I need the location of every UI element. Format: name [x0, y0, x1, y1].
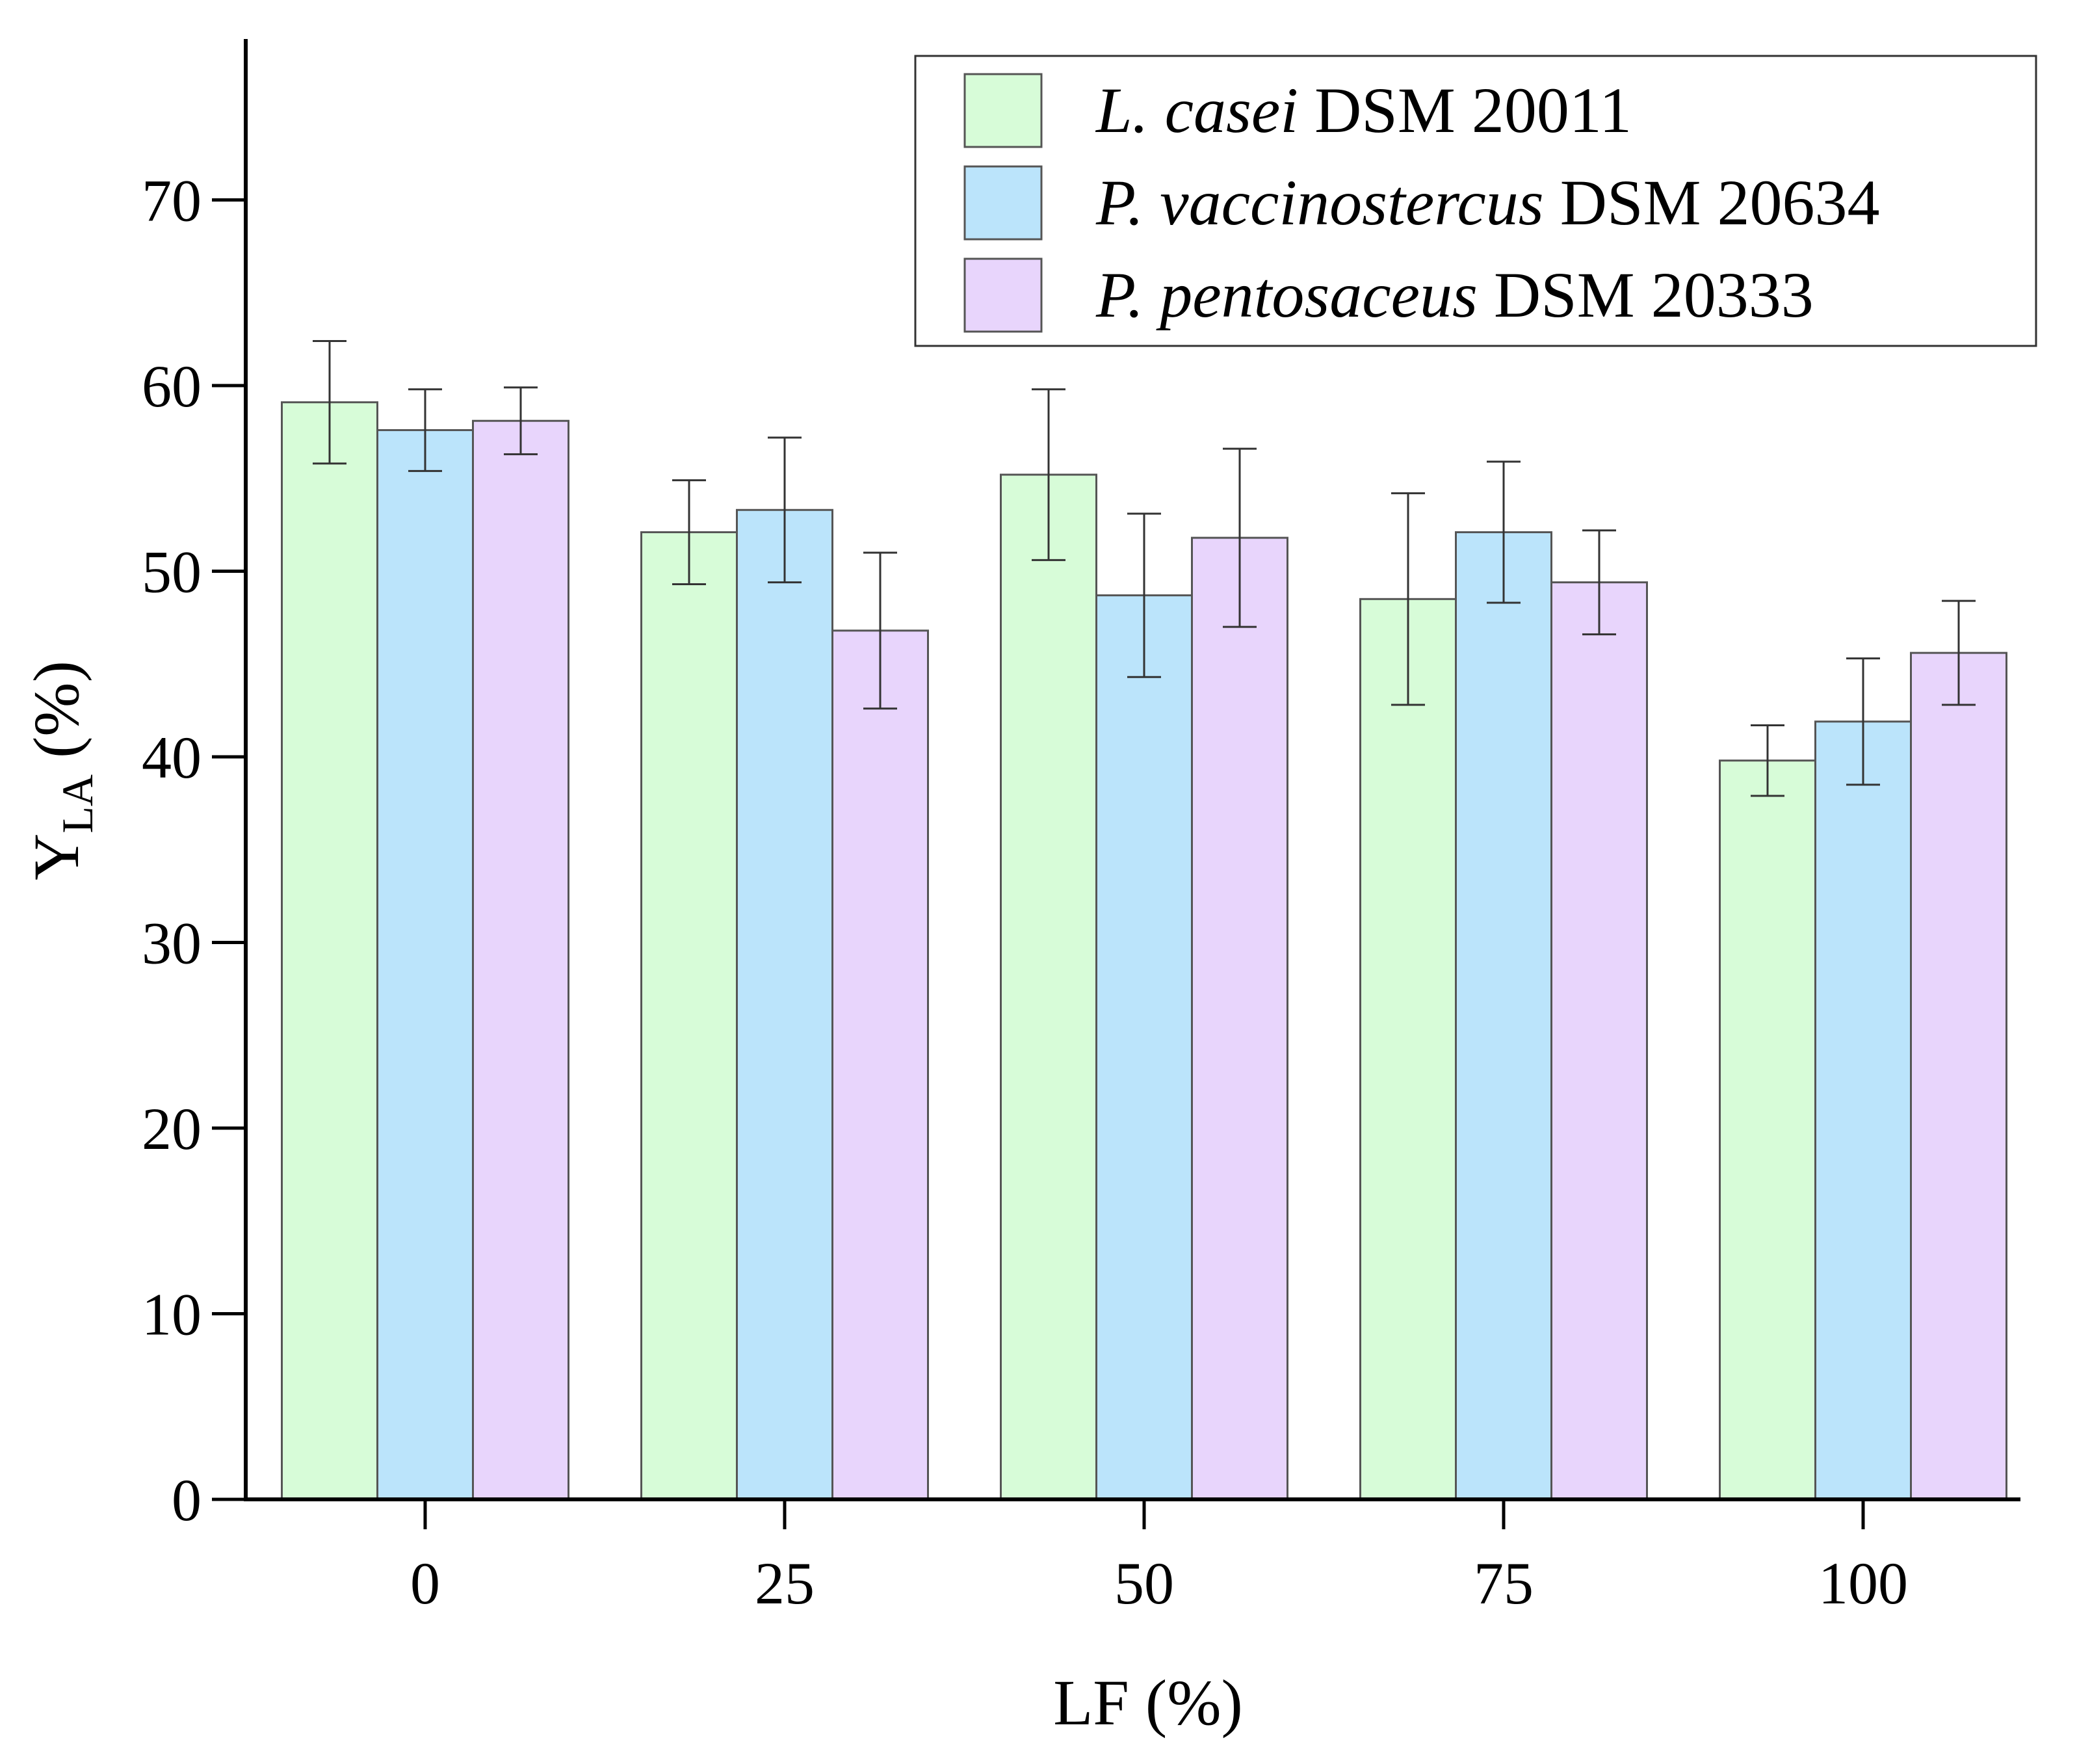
legend-label-0-rest: DSM 20011: [1298, 74, 1632, 146]
error-bar-s0-0: [313, 339, 346, 465]
bar-s2-25: [831, 629, 929, 1501]
y-tick-label-20: 20: [142, 1096, 202, 1162]
legend-label-1: P. vaccinostercus DSM 20634: [1095, 166, 1879, 239]
legend-label-0-italic: L. casei: [1095, 74, 1298, 146]
x-tick-label-50: 50: [1114, 1550, 1174, 1616]
bar-s2-75: [1550, 581, 1648, 1501]
bar-s1-100: [1814, 720, 1912, 1501]
y-axis-title-main: Y: [20, 834, 92, 880]
y-tick-label-0: 0: [172, 1467, 202, 1533]
y-axis-title: YLA (%): [20, 661, 102, 880]
x-tick-label-100: 100: [1818, 1550, 1908, 1616]
y-tick-label-60: 60: [142, 353, 202, 419]
bar-s1-50: [1095, 594, 1193, 1501]
error-bar-s0-75: [1391, 492, 1425, 706]
legend-swatch-1: [963, 165, 1043, 241]
error-bar-s0-50: [1032, 388, 1065, 561]
legend-label-2-italic: P. pentosaceus: [1095, 259, 1478, 331]
error-bar-s1-75: [1487, 460, 1521, 604]
ticks-layer: 0 10 20 30 40 50 60 70 0 25 50 75 100: [142, 168, 1908, 1617]
error-bars-layer: [313, 339, 1976, 797]
error-bar-s0-25: [672, 479, 706, 585]
legend-swatch-2: [963, 257, 1043, 333]
legend-swatch-0: [963, 73, 1043, 148]
legend-box: [914, 55, 2037, 347]
x-axis-title: LF (%): [1053, 1666, 1243, 1739]
x-tick-label-25: 25: [755, 1550, 815, 1616]
y-tick-label-10: 10: [142, 1282, 202, 1348]
bar-s1-75: [1455, 531, 1552, 1501]
error-bar-s1-0: [408, 388, 442, 472]
legend-label-2-rest: DSM 20333: [1478, 259, 1814, 331]
legend-label-1-italic: P. vaccinostercus: [1095, 166, 1544, 239]
x-tick-label-0: 0: [410, 1550, 440, 1616]
error-bar-s2-75: [1582, 529, 1616, 636]
error-bar-s2-50: [1223, 447, 1257, 628]
error-bar-s0-100: [1751, 724, 1784, 797]
error-bar-s1-25: [768, 436, 802, 584]
bar-s2-0: [472, 419, 569, 1501]
bar-s0-50: [1000, 473, 1097, 1501]
bar-s2-100: [1910, 652, 2007, 1501]
bars-layer: [281, 401, 2007, 1501]
error-bar-s2-100: [1942, 599, 1976, 706]
legend-label-1-rest: DSM 20634: [1544, 166, 1880, 239]
legend-label-0: L. casei DSM 20011: [1095, 74, 1632, 146]
y-axis-title-suffix: (%): [20, 661, 92, 774]
legend: L. casei DSM 20011 P. vaccinostercus DSM…: [914, 55, 2037, 347]
legend-label-2: P. pentosaceus DSM 20333: [1095, 259, 1814, 331]
y-tick-label-30: 30: [142, 910, 202, 977]
bar-s2-50: [1191, 536, 1288, 1501]
bar-s0-100: [1719, 759, 1816, 1501]
bar-s1-0: [376, 429, 474, 1501]
error-bar-s1-50: [1127, 512, 1161, 678]
bar-s0-0: [281, 401, 378, 1501]
y-axis-title-subscript: LA: [53, 774, 102, 834]
x-tick-label-75: 75: [1474, 1550, 1534, 1616]
bar-s1-25: [736, 508, 833, 1501]
y-tick-label-40: 40: [142, 724, 202, 791]
bar-s0-75: [1359, 598, 1457, 1501]
bar-s0-25: [640, 531, 738, 1501]
error-bar-s1-100: [1846, 657, 1880, 786]
error-bar-s2-25: [863, 551, 897, 710]
error-bar-s2-0: [504, 386, 538, 456]
y-tick-label-50: 50: [142, 539, 202, 605]
y-tick-label-70: 70: [142, 168, 202, 234]
